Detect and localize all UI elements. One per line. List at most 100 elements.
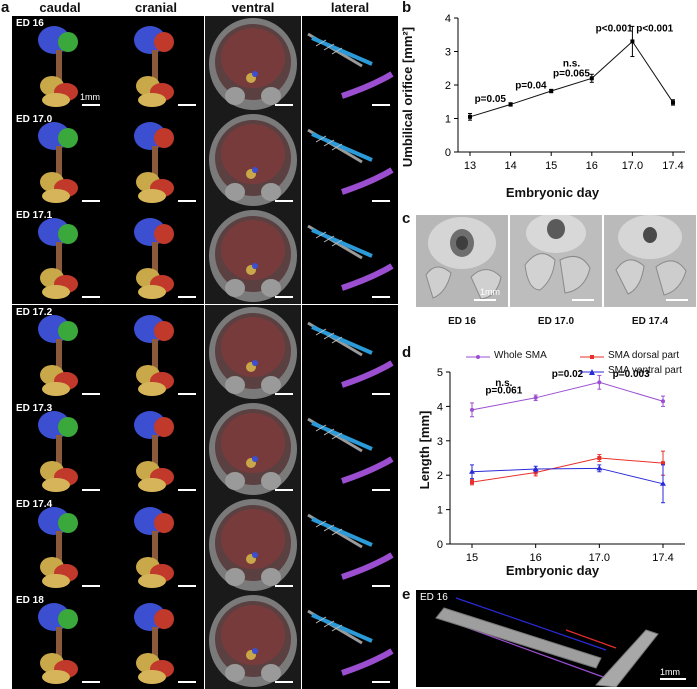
b-x-tick-label: 13 (464, 160, 476, 172)
tile-ventral-row-3 (205, 208, 301, 304)
d-annotation: p=0.02 (552, 369, 584, 380)
chart-b-y-title: Umbilical orifice [mm²] (400, 26, 415, 168)
legend-label: Whole SMA (494, 350, 547, 361)
d-y-tick-label: 3 (437, 436, 443, 448)
tile-cranial-row-1 (108, 16, 204, 112)
d-x-tick-label: 15 (466, 552, 478, 564)
d-data-point (469, 468, 475, 474)
b-y-tick-label: 4 (445, 13, 451, 25)
b-y-tick-label: 0 (445, 147, 451, 159)
scalebar (372, 296, 390, 298)
scalebar (275, 104, 293, 106)
scalebar (82, 104, 100, 106)
d-data-point (597, 380, 602, 385)
b-data-point (630, 39, 635, 44)
scalebar (82, 296, 100, 298)
b-x-tick-label: 14 (504, 160, 516, 172)
scalebar (372, 489, 390, 491)
d-annotation: n.s. (495, 378, 512, 389)
b-x-tick-label: 15 (545, 160, 557, 172)
chart-d-y-title: Length [mm] (417, 410, 432, 490)
photo-caption-ed17: ED 17.0 (537, 316, 575, 327)
photo-caption-ed174: ED 17.4 (631, 316, 669, 327)
b-annotation: p=0.04 (515, 80, 547, 91)
tile-ventral-row-2 (205, 112, 301, 208)
d-series-line (471, 457, 664, 483)
b-data-point (589, 76, 594, 81)
tile-caudal-row-2: ED 17.0 (12, 112, 108, 208)
d-y-tick-label: 0 (437, 539, 443, 551)
d-data-point (661, 461, 665, 466)
b-annotation: p=0.05 (475, 94, 507, 105)
umbilical-photo-ed16: 1mm (416, 215, 508, 307)
b-series-line (469, 40, 674, 118)
tile-lateral-row-2 (302, 112, 398, 208)
scalebar (372, 200, 390, 202)
scalebar (82, 200, 100, 202)
d-x-tick-label: 17.0 (589, 552, 610, 564)
scalebar (178, 200, 196, 202)
umbilical-photo-ed17 (510, 215, 602, 307)
panel-e-scale-label: 1mm (660, 667, 680, 677)
tile-caudal-row-1: ED 16 1mm (12, 16, 108, 112)
chart-d-x-title: Embryonic day (505, 563, 600, 578)
scalebar (275, 585, 293, 587)
b-annotation: p=0.065 (553, 69, 590, 80)
tile-lateral-row-6 (302, 497, 398, 593)
b-y-tick-label: 3 (445, 47, 451, 59)
photo-scalebar (572, 299, 594, 301)
row-label-stage: ED 17.1 (16, 210, 53, 221)
scalebar (178, 393, 196, 395)
d-x-tick-label: 16 (530, 552, 542, 564)
b-x-tick-label: 17.4 (662, 160, 683, 172)
column-header-cranial: cranial (135, 0, 177, 15)
scalebar (178, 681, 196, 683)
scalebar (82, 393, 100, 395)
tile-ventral-row-6 (205, 497, 301, 593)
tile-lateral-row-1 (302, 16, 398, 112)
scalebar (372, 681, 390, 683)
tile-ventral-row-4 (205, 305, 301, 401)
scalebar (372, 104, 390, 106)
d-data-point (470, 407, 474, 412)
tile-cranial-row-6 (108, 497, 204, 593)
panel-d-letter: d (402, 344, 412, 361)
tile-caudal-row-3: ED 17.1 (12, 208, 108, 304)
d-annotation: p=0.061 (485, 386, 522, 397)
column-header-caudal: caudal (39, 0, 81, 15)
b-y-tick-label: 1 (445, 114, 451, 126)
tile-ventral-row-1 (205, 16, 301, 112)
scalebar (275, 489, 293, 491)
b-annotation: p<0.001 (596, 23, 633, 34)
b-y-tick-label: 2 (445, 80, 451, 92)
sma-3d-image: ED 16 1mm (416, 590, 697, 687)
scalebar (178, 585, 196, 587)
b-data-point (508, 102, 513, 107)
panel-e-letter: e (402, 586, 411, 603)
sma-length-chart: 0 1 2 3 4 5 15 16 17.0 17.4 n.s.p=0.061 p=0.02 p=0.… (437, 367, 685, 564)
row-label-stage: ED 18 (16, 595, 44, 606)
column-header-lateral: lateral (330, 0, 370, 15)
scalebar (275, 681, 293, 683)
d-data-point (660, 480, 666, 486)
d-x-tick-label: 17.4 (652, 552, 673, 564)
row-label-stage: ED 17.2 (16, 307, 53, 318)
scalebar (178, 296, 196, 298)
d-data-point (661, 399, 665, 404)
d-data-point (533, 395, 538, 400)
umbilical-orifice-chart: 0 1 2 3 4 13 14 15 16 17.0 17.4 p=0.05 p=0.04 n.s.p=… (445, 13, 685, 172)
scalebar (372, 393, 390, 395)
tile-caudal-row-6: ED 17.4 (12, 497, 108, 593)
d-y-tick-label: 1 (437, 505, 443, 517)
tile-cranial-row-2 (108, 112, 204, 208)
scalebar (275, 393, 293, 395)
b-x-tick-label: 16 (586, 160, 598, 172)
tile-cranial-row-5 (108, 401, 204, 497)
legend-item-whole-sma: Whole SMA (466, 350, 576, 364)
d-y-tick-label: 2 (437, 470, 443, 482)
photo-scale-label: 1mm (480, 287, 500, 297)
chart-b-x-title: Embryonic day (505, 185, 600, 200)
scalebar (178, 104, 196, 106)
row-label-stage: ED 17.0 (16, 114, 53, 125)
d-data-point (533, 470, 538, 475)
